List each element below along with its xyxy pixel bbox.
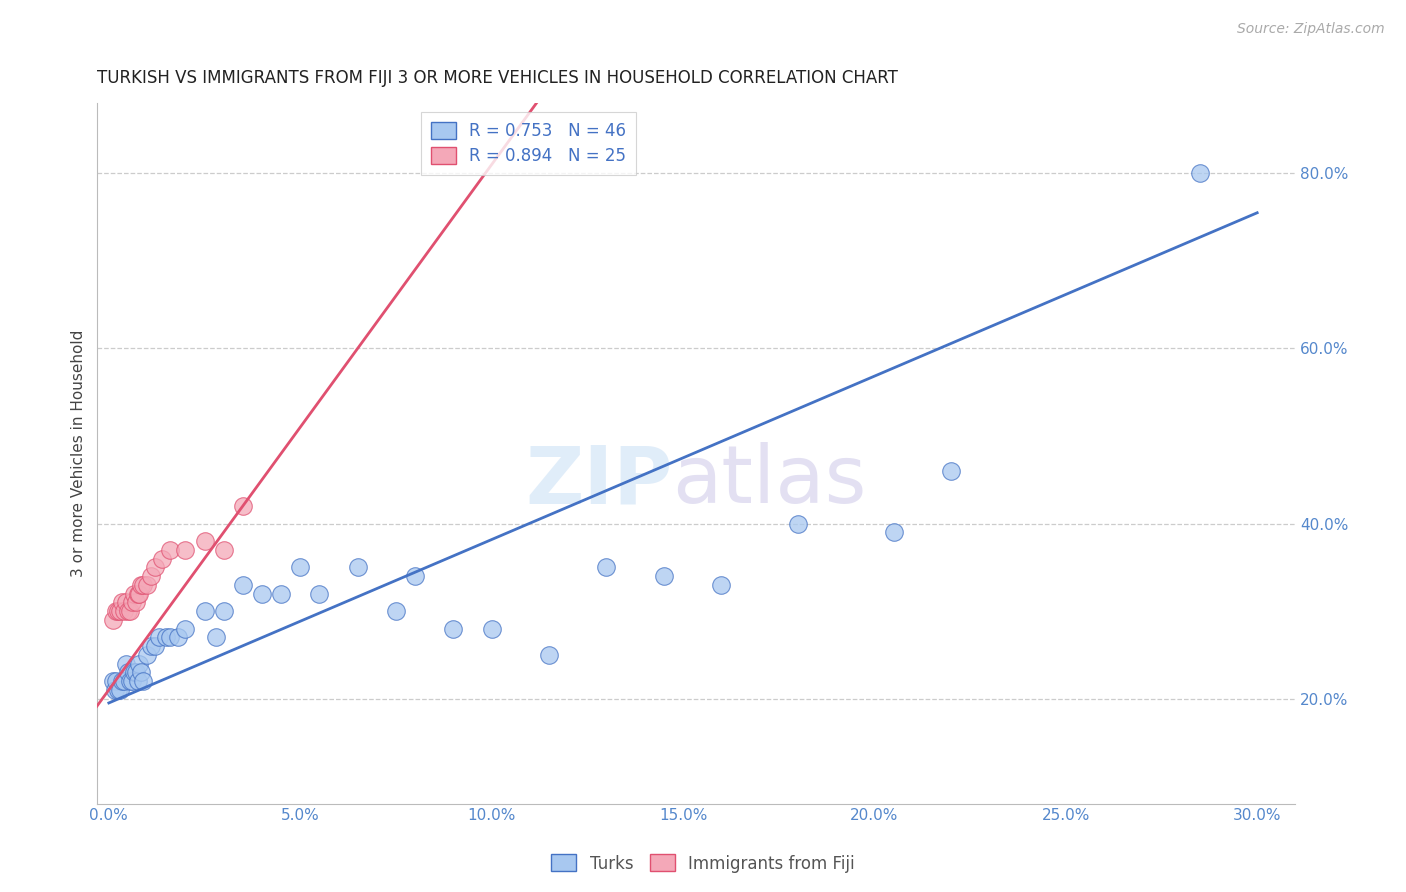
Point (786, 516, 808, 531)
Point (385, 604, 408, 618)
Text: ZIP: ZIP (526, 442, 672, 521)
Point (595, 560, 617, 574)
Point (139, 569, 162, 583)
Point (883, 525, 905, 540)
Point (232, 499, 254, 513)
Point (128, 586, 150, 600)
Point (166, 630, 188, 644)
Point (118, 604, 141, 618)
Point (124, 665, 146, 680)
Point (107, 682, 129, 697)
Text: atlas: atlas (672, 442, 868, 521)
Point (250, 586, 273, 600)
Point (105, 604, 128, 618)
Point (131, 578, 153, 592)
Point (441, 622, 464, 636)
Point (148, 630, 170, 644)
Point (481, 622, 503, 636)
Point (118, 674, 141, 689)
Point (122, 665, 145, 680)
Point (205, 630, 228, 644)
Point (652, 569, 675, 583)
Point (101, 613, 124, 627)
Point (103, 682, 125, 697)
Legend: Turks, Immigrants from Fiji: Turks, Immigrants from Fiji (544, 847, 862, 880)
Point (124, 595, 146, 609)
Point (111, 595, 134, 609)
Point (404, 569, 426, 583)
Point (174, 542, 197, 557)
Point (136, 648, 159, 662)
Point (110, 682, 132, 697)
Point (115, 595, 138, 609)
Legend: R = 0.753   N = 46, R = 0.894   N = 25: R = 0.753 N = 46, R = 0.894 N = 25 (420, 112, 637, 175)
Point (290, 560, 312, 574)
Text: TURKISH VS IMMIGRANTS FROM FIJI 3 OR MORE VEHICLES IN HOUSEHOLD CORRELATION CHAR: TURKISH VS IMMIGRANTS FROM FIJI 3 OR MOR… (97, 69, 898, 87)
Point (212, 604, 235, 618)
Point (117, 604, 139, 618)
Point (136, 578, 159, 592)
Y-axis label: 3 or more Vehicles in Household: 3 or more Vehicles in Household (72, 330, 86, 577)
Point (112, 674, 135, 689)
Point (132, 578, 155, 592)
Point (105, 674, 128, 689)
Point (939, 464, 962, 478)
Point (308, 586, 330, 600)
Point (115, 657, 138, 671)
Point (110, 604, 132, 618)
Point (174, 622, 197, 636)
Point (270, 586, 292, 600)
Point (139, 639, 162, 653)
Point (112, 604, 135, 618)
Point (131, 665, 153, 680)
Point (159, 630, 181, 644)
Point (132, 674, 155, 689)
Point (117, 665, 139, 680)
Point (193, 604, 215, 618)
Point (346, 560, 368, 574)
Point (128, 657, 150, 671)
Point (152, 551, 174, 566)
Point (155, 630, 177, 644)
Point (143, 639, 166, 653)
Point (127, 586, 149, 600)
Point (101, 674, 124, 689)
Text: Source: ZipAtlas.com: Source: ZipAtlas.com (1237, 22, 1385, 37)
Point (1188, 166, 1211, 180)
Point (122, 586, 145, 600)
Point (710, 578, 733, 592)
Point (143, 560, 166, 574)
Point (232, 578, 254, 592)
Point (121, 595, 143, 609)
Point (121, 674, 143, 689)
Point (127, 674, 149, 689)
Point (193, 534, 215, 549)
Point (537, 648, 560, 662)
Point (111, 674, 134, 689)
Point (212, 542, 235, 557)
Point (107, 604, 129, 618)
Point (159, 542, 181, 557)
